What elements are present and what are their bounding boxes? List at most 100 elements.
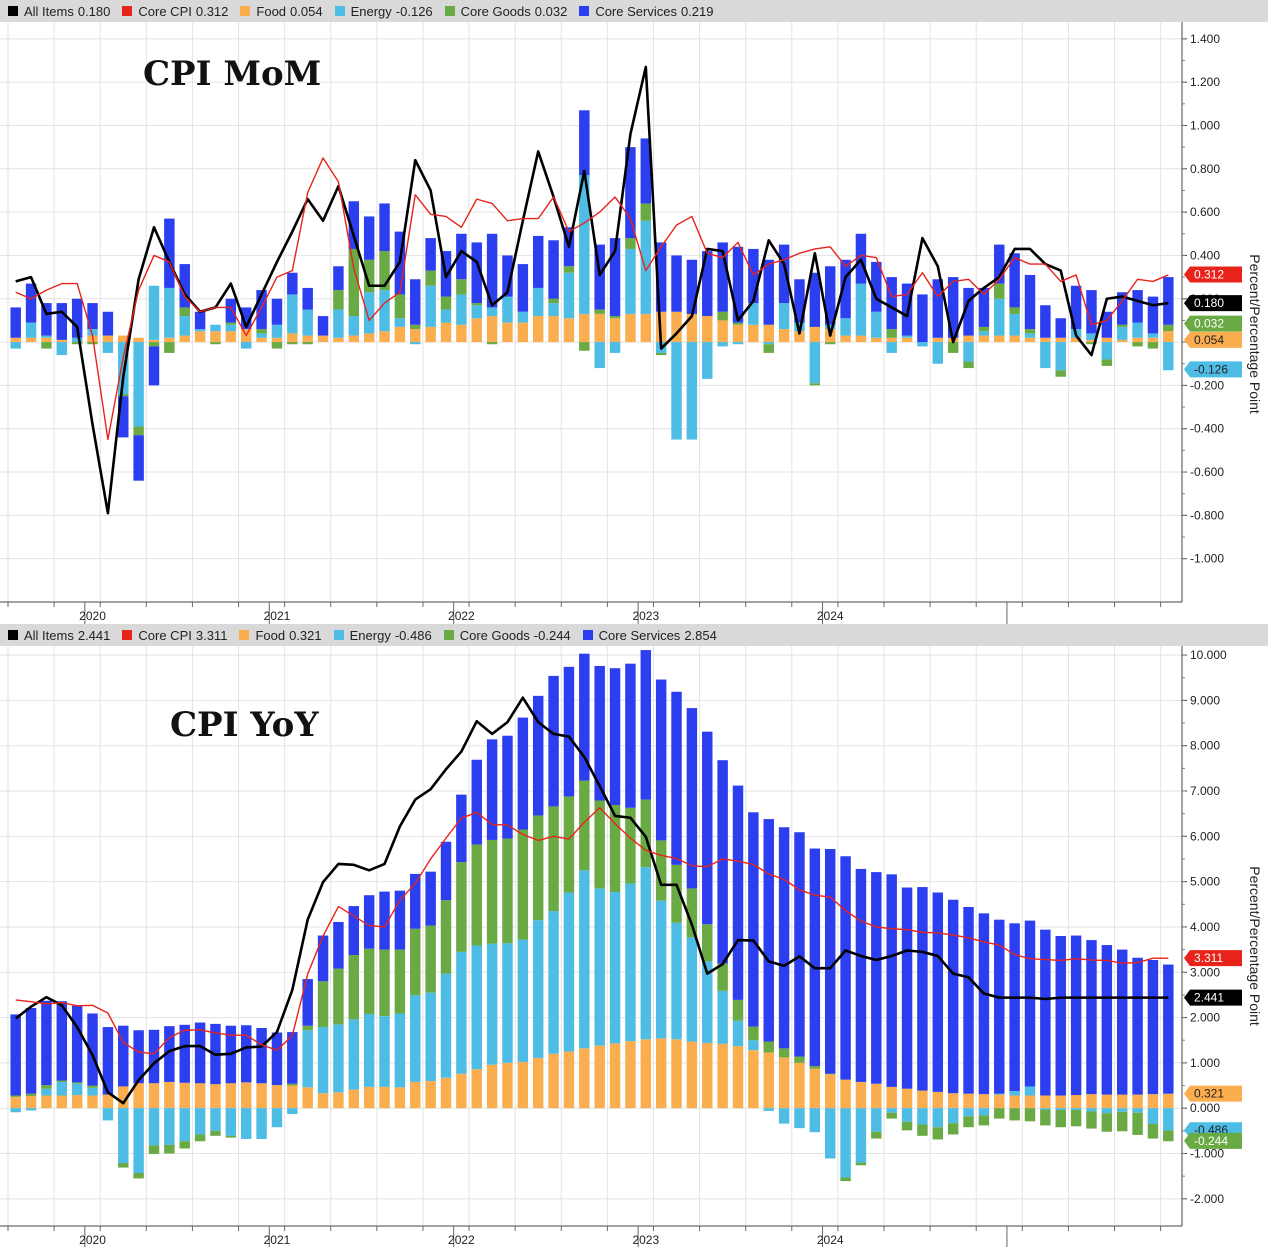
bar-core-services: [717, 760, 728, 964]
bar-food: [579, 1048, 590, 1109]
bar-core-goods: [502, 838, 513, 944]
bar-core-services: [87, 1013, 98, 1086]
bar-core-goods: [10, 1095, 21, 1097]
bar-core-services: [809, 272, 821, 327]
bar-core-goods: [840, 1177, 851, 1182]
legend-name: Core Goods: [460, 3, 531, 19]
bar-food: [1116, 339, 1128, 343]
bar-food: [348, 1089, 360, 1109]
bar-core-services: [71, 298, 83, 338]
bar-core-services: [794, 832, 805, 1057]
bar-food: [901, 337, 913, 343]
bar-core-services: [363, 895, 375, 949]
bar-core-goods: [732, 322, 744, 325]
bar-core-goods: [56, 1080, 68, 1082]
legend-swatch: [444, 6, 455, 16]
bar-energy: [978, 1108, 990, 1116]
bar-energy: [732, 342, 744, 345]
bar-food: [194, 331, 206, 343]
bar-energy: [194, 329, 206, 332]
bar-core-services: [1040, 305, 1051, 338]
bar-core-services: [640, 650, 652, 800]
bar-core-goods: [640, 203, 652, 221]
bar-food: [1040, 1095, 1051, 1109]
bar-core-goods: [87, 342, 98, 345]
bar-core-services: [532, 235, 544, 288]
bar-food: [732, 1046, 744, 1109]
legend-swatch: [8, 630, 18, 640]
bar-energy: [1055, 1108, 1066, 1110]
bar-core-services: [947, 899, 959, 1094]
bar-energy: [1147, 1108, 1159, 1125]
legend-value: 0.032: [534, 3, 568, 19]
y-tick-label: 10.000: [1190, 648, 1227, 662]
bar-food: [317, 335, 329, 343]
bar-core-goods: [563, 796, 575, 893]
bar-core-services: [394, 890, 406, 950]
bar-food: [210, 1084, 221, 1109]
bar-energy: [502, 943, 513, 1063]
bar-core-services: [287, 1032, 298, 1084]
bar-core-services: [855, 868, 867, 1082]
bar-core-services: [486, 739, 498, 840]
bar-energy: [363, 1013, 375, 1087]
bar-core-services: [486, 233, 498, 308]
legend-item: Energy -0.126: [334, 3, 433, 19]
bar-core-goods: [210, 1130, 221, 1136]
end-value-tag-text: 3.311: [1194, 951, 1223, 965]
bar-core-services: [10, 1014, 21, 1096]
bar-energy: [517, 939, 529, 1062]
bar-core-goods: [1163, 1130, 1174, 1142]
bar-core-services: [10, 307, 21, 338]
bar-energy: [594, 342, 605, 369]
bar-energy: [317, 1027, 329, 1094]
bar-core-services: [609, 238, 621, 317]
bar-food: [471, 318, 482, 343]
bar-core-goods: [778, 1048, 790, 1058]
bar-energy: [394, 1013, 406, 1088]
bar-energy: [1055, 342, 1066, 371]
bar-energy: [1147, 333, 1159, 338]
chart-title: CPI YoY: [170, 705, 319, 745]
bar-energy: [133, 342, 144, 427]
bar-energy: [763, 1108, 774, 1111]
bar-core-services: [56, 303, 68, 340]
bar-food: [563, 318, 575, 343]
bar-energy: [287, 1108, 298, 1115]
y-tick-label: -2.000: [1190, 1192, 1224, 1206]
bar-core-goods: [118, 1163, 129, 1168]
bar-core-services: [840, 856, 851, 1080]
y-tick-label: -1.000: [1190, 1147, 1224, 1161]
bar-core-goods: [655, 840, 667, 901]
bar-core-goods: [917, 1124, 928, 1136]
bar-food: [225, 331, 237, 343]
bar-energy: [1009, 1090, 1020, 1096]
bar-food: [41, 1095, 52, 1109]
bar-core-goods: [440, 900, 452, 974]
bar-core-services: [179, 264, 190, 308]
bar-core-services: [133, 1030, 144, 1084]
bar-food: [809, 326, 821, 343]
legend-name: Food: [256, 3, 287, 19]
bar-food: [194, 1083, 206, 1109]
bar-core-services: [579, 110, 590, 176]
end-value-tag: 0.054: [1184, 331, 1242, 348]
bar-core-goods: [978, 326, 990, 332]
legend-yoy: All Items 2.441 Core CPI 3.311 Food 0.321 Ener…: [0, 624, 1268, 646]
bar-core-services: [640, 138, 652, 204]
bar-food: [118, 1086, 129, 1109]
legend-value: -0.126: [395, 3, 433, 19]
bar-energy: [240, 1108, 252, 1139]
x-tick-label: 2020: [79, 1233, 106, 1247]
bar-core-services: [502, 735, 513, 839]
bar-food: [655, 1038, 667, 1109]
bar-core-goods: [164, 342, 175, 353]
bar-energy: [271, 324, 283, 338]
x-tick-label: 2022: [448, 1233, 475, 1247]
legend-value: -0.486: [394, 627, 432, 643]
bar-energy: [471, 945, 482, 1070]
bar-core-goods: [256, 329, 267, 334]
legend-swatch: [443, 630, 454, 640]
bar-food: [394, 326, 406, 343]
bar-food: [640, 1039, 652, 1109]
